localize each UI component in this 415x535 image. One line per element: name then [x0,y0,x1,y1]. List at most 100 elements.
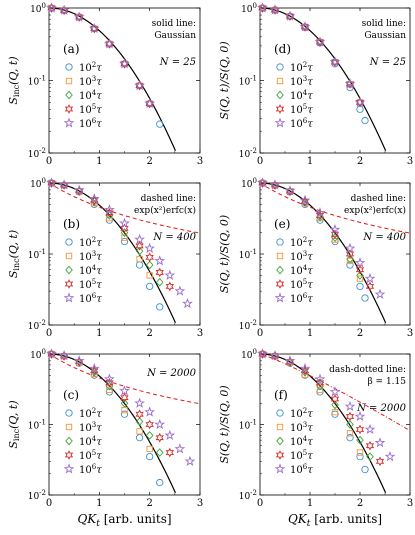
x-tick-label: 0 [46,156,52,167]
data-point [144,97,156,109]
data-point [135,261,144,269]
y-tick-label: 100 [30,177,46,190]
data-point [46,2,57,13]
data-point [301,200,309,209]
data-point [135,417,144,426]
data-point [120,392,129,403]
data-point [58,4,70,15]
legend-label: 105τ [79,449,102,462]
data-point [145,419,154,430]
data-point [90,365,99,376]
data-point [104,38,115,49]
data-point [257,177,268,188]
annotation-line-1: dashed line: [351,194,406,204]
legend-label: 103τ [290,421,313,434]
data-point [314,36,326,47]
data-point [330,394,340,404]
data-point [299,21,311,32]
data-point [301,371,309,378]
y-axis-label: S(Q, t)/S(Q, 0) [218,41,231,119]
data-point [316,216,324,224]
data-point [346,434,354,442]
data-point [345,411,355,422]
data-point [145,252,154,263]
legend-marker [276,252,284,260]
data-point [184,455,196,466]
data-point [47,178,56,188]
data-point [374,437,386,448]
data-point [364,272,376,284]
x-tick-label: 1 [96,328,102,339]
model-curve-dashed [48,182,201,234]
panel-b: 0 1 2 3 100 10-1 10-2 Sinc(Q, t) (b) dashed line:… [7,177,203,339]
data-point [155,267,164,278]
annotation-line-2: Gaussian [364,31,406,41]
x-tick-label: 3 [197,156,203,167]
data-point [75,12,84,22]
y-tick-label: 10-2 [28,147,46,160]
legend-label: 106τ [290,117,313,130]
legend-marker [276,436,284,446]
y-tick-label: 10-2 [239,319,257,332]
legend-label: 105τ [79,103,102,116]
data-point [258,178,267,188]
data-point [269,349,281,361]
x-tick-label: 3 [197,328,203,339]
data-point [344,242,356,253]
data-point [164,429,176,441]
legend-label: 106τ [79,117,102,130]
data-point [374,288,386,299]
data-point [354,257,366,268]
data-point [73,355,85,366]
legend-label: 102τ [290,236,313,249]
data-point [258,349,267,359]
data-point [331,410,339,418]
legend-marker [275,104,285,114]
annotation-line-2: Gaussian [154,31,196,41]
annotation-line-1: solid line: [362,19,406,29]
annotation-line-1: solid line: [152,19,196,29]
data-point [136,428,143,435]
data-point [88,22,100,34]
annotation-line-2: exp(x²)erfc(x) [134,205,196,216]
x-tick-label: 1 [307,498,313,509]
data-point [156,120,164,128]
data-point [284,184,296,196]
data-point [120,410,129,418]
data-point [375,456,385,467]
data-point [145,98,154,109]
data-point [331,400,339,410]
x-tick-label: 2 [146,498,152,509]
data-point [119,385,130,396]
x-tick-label: 0 [257,498,263,509]
legend-marker [274,117,286,128]
data-point [345,249,355,259]
data-point [156,303,164,311]
data-point [146,452,154,461]
y-tick-label: 100 [30,2,46,15]
data-point [165,281,174,292]
data-point [331,236,339,243]
data-point [346,261,354,269]
data-point [105,39,114,49]
data-point [135,409,144,420]
legend-label: 106τ [79,292,102,305]
data-point [257,348,268,359]
data-point [154,255,166,266]
n-label: N = 25 [369,57,406,68]
x-axis-label: QKt [arb. units] [288,512,382,529]
data-point [356,275,364,282]
data-point [146,272,153,279]
data-point [356,452,364,461]
legend-marker [276,63,284,71]
legend-label: 103τ [79,250,102,263]
data-point [59,5,69,16]
data-point [344,78,356,89]
n-label: N = 2000 [146,368,197,379]
y-tick-label: 100 [241,348,257,361]
data-point [135,246,144,256]
data-point [356,282,364,291]
data-point [355,424,365,435]
x-tick-label: 2 [357,328,363,339]
data-point [120,58,129,69]
